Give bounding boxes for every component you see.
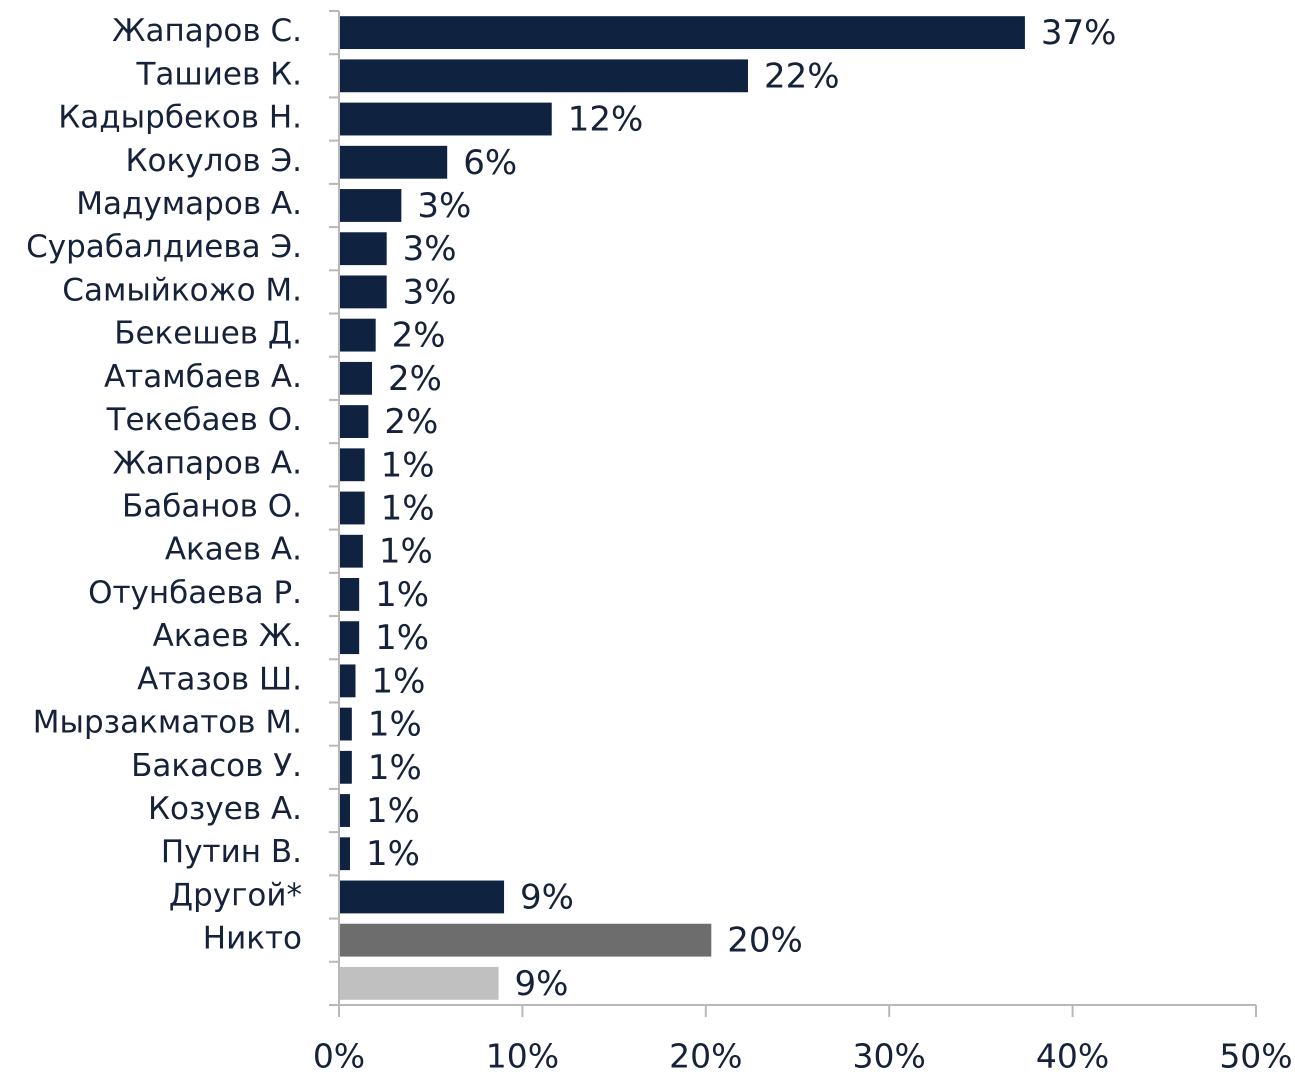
- value-label: 1%: [375, 575, 429, 615]
- bar: [339, 880, 505, 914]
- bar: [339, 232, 387, 266]
- bar: [339, 923, 712, 957]
- category-label: Козуев А.: [148, 791, 302, 827]
- category-label: Сурабалдиева Э.: [26, 229, 302, 265]
- value-label: 1%: [372, 661, 426, 701]
- value-label: 9%: [515, 964, 569, 1004]
- x-tick-label: 10%: [486, 1037, 559, 1076]
- value-label: 3%: [403, 229, 457, 269]
- bar: [339, 102, 552, 136]
- category-label: Путин В.: [161, 834, 302, 870]
- category-label: Бекешев Д.: [114, 316, 302, 352]
- category-label: Мадумаров А.: [76, 186, 302, 222]
- value-label: 1%: [366, 834, 420, 874]
- bar: [339, 837, 351, 871]
- bar: [339, 145, 448, 179]
- bar: [339, 16, 1025, 50]
- bar: [339, 448, 365, 482]
- bar: [339, 405, 369, 438]
- value-label: 1%: [366, 791, 420, 831]
- value-label: 1%: [381, 489, 435, 529]
- x-tick-label: 30%: [853, 1037, 926, 1076]
- x-tick-label: 50%: [1219, 1037, 1292, 1076]
- category-label: Жапаров А.: [113, 445, 302, 481]
- category-label: Атазов Ш.: [137, 661, 302, 697]
- bar: [339, 707, 352, 741]
- category-label: Бакасов У.: [131, 748, 302, 784]
- bar: [339, 664, 356, 698]
- x-tick-label: 40%: [1036, 1037, 1109, 1076]
- category-label: Ташиев К.: [135, 56, 302, 92]
- value-label: 1%: [379, 532, 433, 572]
- value-label: 1%: [368, 748, 422, 788]
- category-label: Бабанов О.: [122, 489, 302, 525]
- bar: [339, 275, 387, 309]
- bar: [339, 361, 373, 395]
- value-label: 1%: [381, 445, 435, 485]
- category-label: Текебаев О.: [106, 402, 302, 438]
- value-label: 2%: [384, 402, 438, 442]
- bar: [339, 750, 352, 784]
- category-label: Другой*: [169, 877, 302, 913]
- bar: [339, 59, 748, 93]
- category-label: Кадырбеков Н.: [58, 100, 302, 136]
- category-label: Самыйкожо М.: [62, 272, 302, 308]
- bar: [339, 534, 363, 568]
- bar: [339, 318, 376, 352]
- bar: [339, 578, 360, 611]
- category-label: Кокулов Э.: [126, 143, 302, 179]
- x-tick-label: 20%: [669, 1037, 742, 1076]
- bar: [339, 491, 365, 525]
- value-label: 2%: [388, 359, 442, 399]
- value-label: 37%: [1041, 13, 1117, 53]
- category-label: Мырзакматов М.: [33, 705, 302, 741]
- value-label: 2%: [392, 316, 446, 356]
- bar: [339, 966, 499, 1000]
- value-label: 1%: [375, 618, 429, 658]
- value-label: 22%: [764, 56, 840, 96]
- category-label: Жапаров С.: [112, 13, 302, 49]
- category-label: Отунбаева Р.: [88, 575, 302, 611]
- value-label: 3%: [417, 186, 471, 226]
- category-label: Атамбаев А.: [104, 359, 302, 395]
- category-label: Акаев А.: [165, 532, 302, 568]
- value-label: 3%: [403, 272, 457, 312]
- category-label: Никто: [203, 921, 302, 957]
- bar: [339, 794, 351, 827]
- bar: [339, 189, 402, 222]
- category-label: Акаев Ж.: [153, 618, 302, 654]
- x-tick-label: 0%: [313, 1037, 365, 1076]
- value-label: 20%: [727, 921, 803, 961]
- bar: [339, 621, 360, 655]
- value-label: 9%: [520, 877, 574, 917]
- value-label: 6%: [463, 143, 517, 183]
- value-label: 1%: [368, 705, 422, 745]
- value-label: 12%: [568, 100, 644, 140]
